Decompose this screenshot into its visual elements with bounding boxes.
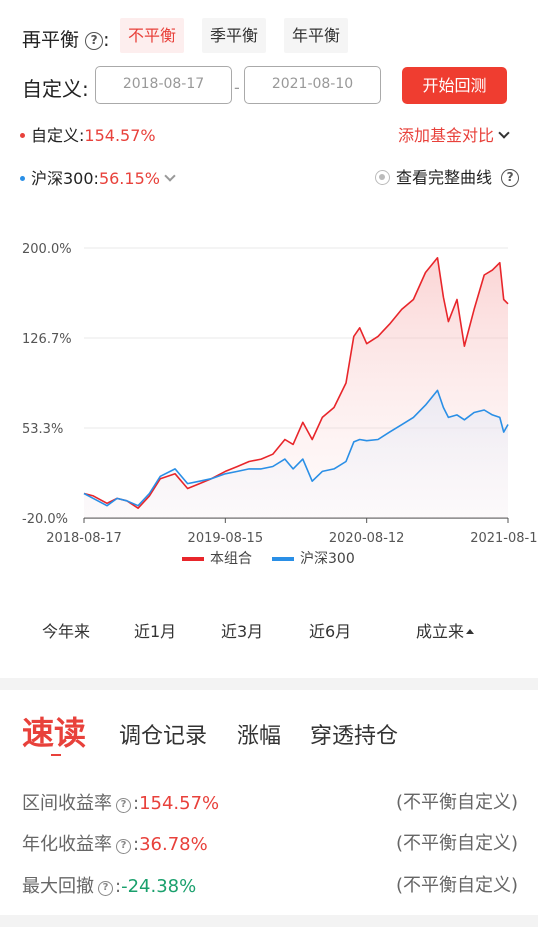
rebalance-option-yearly[interactable]: 年平衡	[284, 18, 349, 53]
stat-note: (不平衡自定义)	[395, 833, 518, 854]
custom-range-label: 自定义:	[22, 77, 89, 101]
rebalance-option-quarterly[interactable]: 季平衡	[202, 18, 267, 53]
end-date-input[interactable]: 2021-08-10	[244, 66, 381, 104]
x-tick-label: 2019-08-15	[188, 531, 264, 546]
stat-note: (不平衡自定义)	[395, 792, 518, 813]
x-tick-label: 2018-08-17	[46, 531, 122, 546]
date-separator: -	[234, 78, 240, 97]
rebalance-option-none[interactable]: 不平衡	[120, 18, 185, 53]
stat-interval-return: 区间收益率?:154.57%	[22, 793, 220, 814]
series-line-portfolio	[83, 257, 509, 509]
range-tab-3m[interactable]: 近3月	[221, 622, 264, 641]
y-tick-label: 53.3%	[22, 422, 63, 437]
x-tick-label: 2020-08-12	[329, 531, 405, 546]
help-icon[interactable]: ?	[501, 169, 520, 187]
start-backtest-button[interactable]: 开始回测	[402, 67, 507, 104]
range-tab-since-inception[interactable]: 成立来	[416, 618, 475, 642]
start-date-input[interactable]: 2018-08-17	[95, 66, 232, 104]
stat-annual-return: 年化收益率?:36.78%	[22, 834, 208, 855]
tab-indicator	[51, 754, 61, 756]
legend-label: 沪深300	[300, 551, 355, 567]
sort-up-icon	[466, 629, 475, 634]
full-curve-toggle[interactable]: 查看完整曲线 ?	[375, 164, 520, 188]
help-icon[interactable]: ?	[116, 839, 131, 854]
tab-gains[interactable]: 涨幅	[237, 724, 282, 749]
section-divider	[0, 678, 538, 690]
y-tick-label: 200.0%	[22, 242, 72, 257]
portfolio-dot-icon	[20, 133, 25, 138]
radio-icon[interactable]	[375, 170, 390, 185]
bottom-divider	[0, 915, 538, 927]
range-tab-6m[interactable]: 近6月	[309, 622, 352, 641]
tab-rebalance-log[interactable]: 调仓记录	[119, 724, 208, 749]
series-line-benchmark	[83, 389, 509, 507]
stat-max-drawdown: 最大回撤?:-24.38%	[22, 876, 197, 897]
portfolio-return-line: 自定义:154.57%	[20, 122, 156, 146]
rebalance-label: 再平衡 ?:	[22, 29, 110, 51]
help-icon[interactable]: ?	[85, 32, 104, 50]
tab-quick-read[interactable]: 速读	[22, 714, 87, 752]
tab-holdings[interactable]: 穿透持仓	[310, 724, 399, 749]
y-tick-label: 126.7%	[22, 332, 72, 347]
range-tab-ytd[interactable]: 今年来	[42, 622, 91, 641]
stat-note: (不平衡自定义)	[395, 875, 518, 896]
legend-swatch	[272, 557, 294, 561]
y-tick-label: -20.0%	[22, 512, 68, 527]
range-tab-1m[interactable]: 近1月	[134, 622, 177, 641]
x-tick-label: 2021-08-10	[470, 531, 538, 546]
help-icon[interactable]: ?	[116, 798, 131, 813]
help-icon[interactable]: ?	[98, 881, 113, 896]
chevron-down-icon	[164, 170, 176, 182]
legend-label: 本组合	[210, 551, 252, 567]
benchmark-return-line[interactable]: 沪深300:56.15%	[20, 165, 176, 189]
series-area-benchmark	[84, 390, 508, 518]
chevron-down-icon	[498, 127, 510, 139]
add-fund-compare-link[interactable]: 添加基金对比	[398, 122, 510, 146]
benchmark-dot-icon	[20, 176, 25, 181]
performance-chart: 200.0% 126.7% 53.3% -20.0% 2018-08-17 2019-08…	[22, 242, 538, 567]
legend-swatch	[182, 557, 204, 561]
